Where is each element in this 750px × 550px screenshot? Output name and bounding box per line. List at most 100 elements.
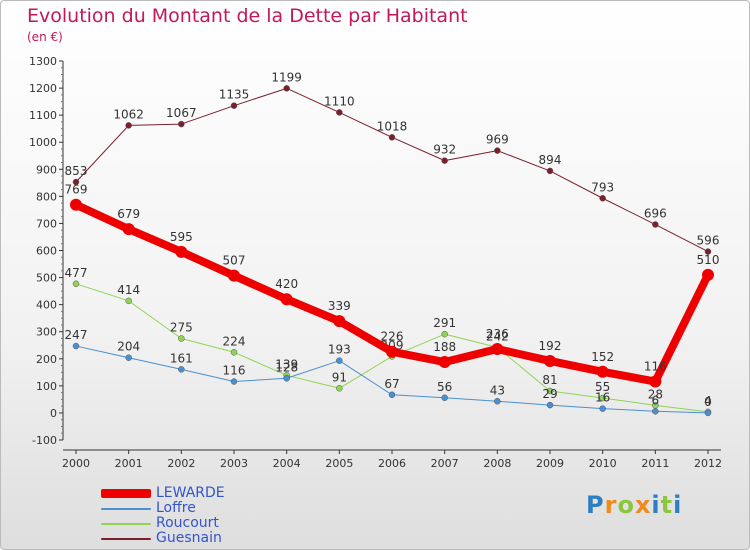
data-point-guesnain xyxy=(125,122,132,129)
data-label-guesnain: 1135 xyxy=(219,88,250,102)
data-label-loffre: 29 xyxy=(542,387,557,401)
data-point-loffre xyxy=(704,409,712,417)
logo-letter: i xyxy=(651,491,661,519)
data-point-roucourt xyxy=(599,394,606,402)
data-label-lewarde: 420 xyxy=(275,277,298,291)
data-label-guesnain: 969 xyxy=(486,133,509,147)
data-point-lewarde xyxy=(280,293,293,306)
data-point-roucourt xyxy=(336,385,343,392)
y-tick-label: 600 xyxy=(36,245,57,258)
data-label-lewarde: 236 xyxy=(486,327,509,341)
data-point-roucourt xyxy=(72,280,80,288)
data-point-lewarde xyxy=(438,356,451,369)
data-label-lewarde: 339 xyxy=(328,299,351,313)
data-label-guesnain: 696 xyxy=(644,207,667,221)
x-tick-label: 2004 xyxy=(273,457,301,470)
legend-label: LEWARDE xyxy=(156,485,225,501)
legend-label: Loffre xyxy=(156,500,196,516)
data-label-lewarde: 769 xyxy=(65,183,88,197)
data-point-lewarde xyxy=(649,375,662,388)
data-point-roucourt xyxy=(178,335,185,342)
data-point-loffre xyxy=(125,354,132,361)
data-point-guesnain xyxy=(388,134,396,141)
x-tick-label: 2002 xyxy=(167,457,195,470)
data-point-loffre xyxy=(388,391,396,399)
y-tick-label: 100 xyxy=(36,380,57,393)
data-point-lewarde xyxy=(228,269,240,282)
data-label-loffre: 67 xyxy=(384,377,399,391)
data-label-roucourt: 4 xyxy=(704,394,712,408)
data-label-loffre: 16 xyxy=(595,391,610,405)
data-point-roucourt xyxy=(125,297,132,305)
data-point-lewarde xyxy=(333,315,346,328)
y-tick-label: 900 xyxy=(36,163,57,176)
legend-label: Roucourt xyxy=(156,515,219,531)
data-point-lewarde xyxy=(386,345,398,358)
y-tick-label: 700 xyxy=(36,217,57,230)
data-point-loffre xyxy=(652,408,659,415)
x-tick-label: 2007 xyxy=(431,457,459,470)
legend-swatch xyxy=(101,508,151,510)
data-label-lewarde: 510 xyxy=(697,253,720,267)
data-point-guesnain xyxy=(546,167,554,175)
x-tick-label: 2006 xyxy=(378,457,406,470)
data-label-guesnain: 1199 xyxy=(271,70,302,84)
data-label-loffre: 0 xyxy=(704,395,712,409)
data-label-roucourt: 291 xyxy=(433,316,456,330)
data-label-lewarde: 507 xyxy=(223,254,246,268)
y-tick-label: 400 xyxy=(36,299,57,312)
data-label-roucourt: 224 xyxy=(223,334,246,348)
x-tick-label: 2003 xyxy=(220,457,248,470)
logo-letter: r xyxy=(604,491,618,519)
data-label-loffre: 161 xyxy=(170,351,193,365)
legend-swatch xyxy=(101,538,151,540)
data-point-lewarde xyxy=(122,223,135,236)
data-point-loffre xyxy=(72,342,80,350)
y-tick-label: 300 xyxy=(36,326,57,339)
data-point-lewarde xyxy=(596,365,609,378)
data-label-roucourt: 477 xyxy=(65,266,88,280)
data-point-guesnain xyxy=(441,157,448,164)
y-tick-label: 1200 xyxy=(29,82,57,95)
legend-swatch xyxy=(101,523,151,525)
x-tick-label: 2005 xyxy=(325,457,353,470)
data-point-guesnain xyxy=(652,221,659,228)
data-point-loffre xyxy=(441,394,448,402)
x-tick-label: 2008 xyxy=(483,457,511,470)
logo-letter: P xyxy=(586,491,605,519)
data-point-guesnain xyxy=(230,102,238,109)
data-point-roucourt xyxy=(441,330,448,338)
y-tick-label: 1300 xyxy=(29,55,57,68)
data-label-roucourt: 81 xyxy=(542,373,557,387)
data-label-roucourt: 275 xyxy=(170,320,193,334)
data-point-guesnain xyxy=(72,178,80,186)
data-label-guesnain: 932 xyxy=(433,143,456,157)
y-tick-label: 1000 xyxy=(29,136,57,149)
data-point-loffre xyxy=(336,357,343,364)
data-point-lewarde xyxy=(175,245,188,258)
data-label-loffre: 56 xyxy=(437,380,452,394)
data-label-lewarde: 595 xyxy=(170,230,193,244)
data-label-roucourt: 91 xyxy=(332,370,347,384)
proxiti-logo: Proxiti xyxy=(586,491,682,519)
legend-swatch xyxy=(101,489,151,498)
data-label-lewarde: 192 xyxy=(539,339,562,353)
data-label-roucourt: 414 xyxy=(117,283,140,297)
data-point-lewarde xyxy=(544,354,556,367)
data-label-roucourt: 139 xyxy=(275,357,298,371)
data-point-guesnain xyxy=(494,147,501,154)
data-point-roucourt xyxy=(230,349,238,356)
data-point-guesnain xyxy=(283,85,290,92)
data-point-loffre xyxy=(230,378,238,385)
logo-letter: o xyxy=(617,491,635,519)
data-point-loffre xyxy=(546,401,554,409)
logo-letter: i xyxy=(673,491,683,519)
data-label-roucourt: 242 xyxy=(486,329,509,343)
x-tick-label: 2011 xyxy=(641,457,669,470)
data-point-loffre xyxy=(599,405,606,412)
data-label-guesnain: 853 xyxy=(65,164,88,178)
x-tick-label: 2009 xyxy=(536,457,564,470)
chart-subtitle: (en €) xyxy=(27,30,63,44)
